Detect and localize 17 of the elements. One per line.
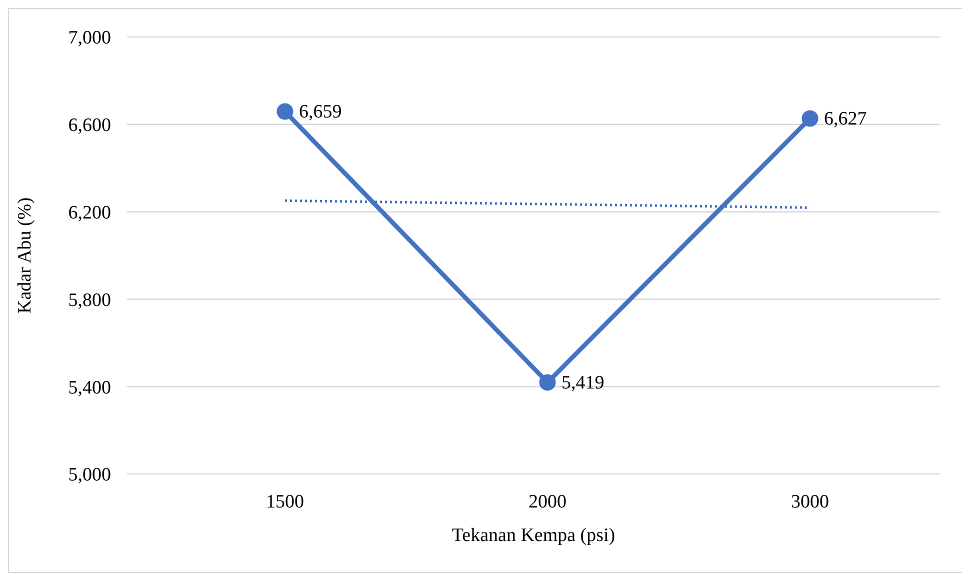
data-label: 6,659 xyxy=(299,102,342,123)
point xyxy=(539,374,556,391)
y-tick-label: 5,800 xyxy=(68,290,111,311)
x-tick-label: 2000 xyxy=(528,491,566,512)
point xyxy=(276,103,294,120)
y-tick-label: 5,400 xyxy=(68,377,111,398)
x-tick-label: 3000 xyxy=(791,491,829,512)
point xyxy=(802,110,818,127)
x-axis-title: Tekanan Kempa (psi) xyxy=(452,525,616,546)
data-label: 5,419 xyxy=(562,372,604,394)
y-tick-label: 6,600 xyxy=(68,115,111,136)
y-tick-label: 5,000 xyxy=(68,464,111,486)
y-axis-title: Kadar Abu (%) xyxy=(14,197,36,314)
y-tick-label: 7,000 xyxy=(68,28,111,49)
y-tick-label: 6,200 xyxy=(68,202,111,224)
x-tick-label: 1500 xyxy=(266,491,304,512)
data-label: 6,627 xyxy=(824,108,867,130)
